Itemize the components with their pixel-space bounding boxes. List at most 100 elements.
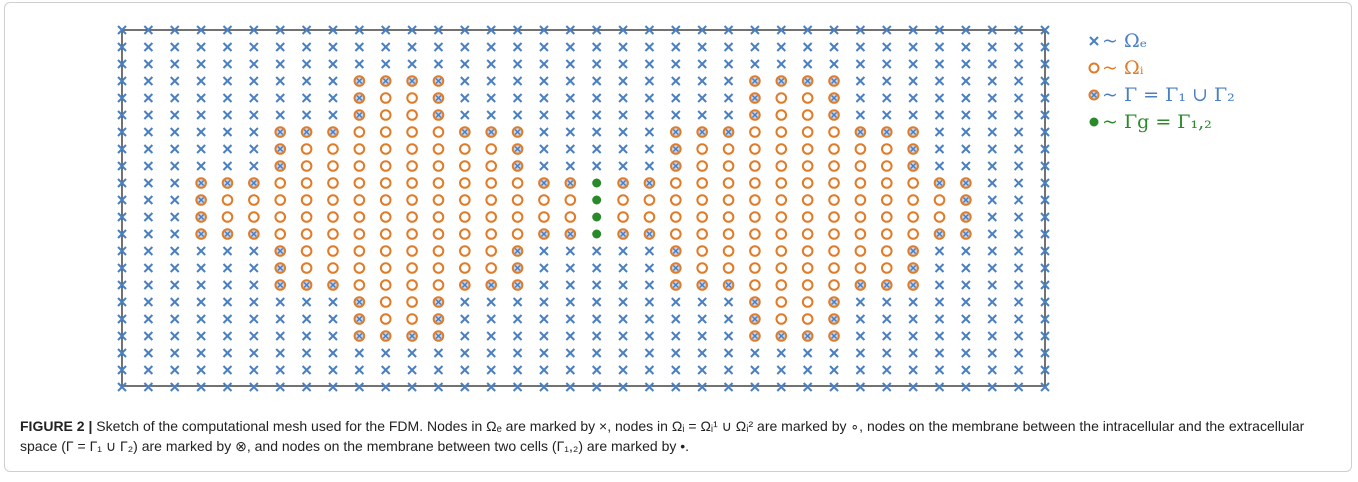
cross-stroke xyxy=(249,161,259,171)
cross-stroke xyxy=(539,93,549,103)
extracellular-node xyxy=(407,382,417,392)
cross-stroke xyxy=(249,246,259,256)
cross-stroke xyxy=(646,179,653,187)
extracellular-node xyxy=(697,59,707,69)
cross-stroke xyxy=(908,365,918,375)
membrane-node xyxy=(749,75,761,87)
extracellular-node xyxy=(987,93,997,103)
extracellular-node xyxy=(249,348,259,358)
cross-stroke xyxy=(776,365,786,375)
intracellular-node xyxy=(406,126,418,138)
extracellular-node xyxy=(1013,331,1024,341)
cross-stroke xyxy=(961,365,971,375)
extracellular-node xyxy=(776,365,786,375)
intracellular-node xyxy=(406,160,418,172)
cross-stroke xyxy=(987,348,997,358)
cross-stroke xyxy=(170,348,180,358)
cross-stroke xyxy=(934,76,945,86)
cross-stroke xyxy=(723,331,734,341)
extracellular-node xyxy=(407,25,417,35)
extracellular-node xyxy=(539,365,549,375)
cross-stroke xyxy=(855,297,866,307)
extracellular-node xyxy=(117,93,127,103)
intracellular-node xyxy=(907,211,919,223)
extracellular-node xyxy=(934,76,945,86)
extracellular-node xyxy=(723,348,734,358)
cross-stroke xyxy=(829,365,839,375)
intracellular-node xyxy=(432,279,445,291)
intracellular-node xyxy=(775,211,788,223)
cross-stroke xyxy=(987,365,997,375)
extracellular-node xyxy=(565,280,576,290)
extracellular-node xyxy=(961,263,971,273)
extracellular-node xyxy=(565,93,576,103)
cross-stroke xyxy=(512,59,523,69)
cross-stroke xyxy=(910,162,917,170)
intracellular-node xyxy=(379,177,392,189)
cross-stroke xyxy=(750,25,760,35)
cross-stroke xyxy=(644,42,655,52)
membrane-node xyxy=(248,177,260,189)
cross-stroke xyxy=(620,179,627,187)
cross-stroke xyxy=(143,382,154,392)
extracellular-node xyxy=(196,280,206,290)
cross-stroke xyxy=(565,280,576,290)
cross-stroke xyxy=(987,229,997,239)
extracellular-node xyxy=(644,110,655,120)
cross-stroke xyxy=(301,59,312,69)
membrane-node xyxy=(379,330,392,342)
extracellular-node xyxy=(671,76,681,86)
extracellular-node xyxy=(460,382,470,392)
cross-stroke xyxy=(751,77,758,85)
cross-stroke xyxy=(1040,178,1050,188)
extracellular-node xyxy=(143,144,154,154)
extracellular-node xyxy=(565,110,576,120)
extracellular-node xyxy=(591,246,602,256)
cross-stroke xyxy=(618,348,628,358)
extracellular-node xyxy=(249,144,259,154)
extracellular-node xyxy=(143,59,154,69)
cross-stroke xyxy=(540,179,547,187)
cross-stroke xyxy=(117,348,127,358)
cross-stroke xyxy=(565,42,576,52)
cross-stroke xyxy=(249,76,259,86)
intracellular-node xyxy=(775,177,788,189)
extracellular-node xyxy=(512,382,523,392)
extracellular-node xyxy=(170,59,180,69)
extracellular-node xyxy=(512,365,523,375)
extracellular-node xyxy=(275,297,285,307)
extracellular-node xyxy=(1013,144,1024,154)
cross-stroke xyxy=(356,315,363,323)
cross-stroke xyxy=(697,59,707,69)
extracellular-node xyxy=(591,331,602,341)
intracellular-node xyxy=(485,211,498,223)
cross-stroke xyxy=(671,297,681,307)
cross-stroke xyxy=(776,348,786,358)
intracellular-node xyxy=(854,211,867,223)
cross-stroke xyxy=(618,59,628,69)
cross-stroke xyxy=(275,382,285,392)
extracellular-node xyxy=(1040,212,1050,222)
extracellular-node xyxy=(987,246,997,256)
extracellular-node xyxy=(275,331,285,341)
extracellular-node xyxy=(644,382,655,392)
cross-stroke xyxy=(196,382,206,392)
extracellular-node xyxy=(882,314,892,324)
cross-stroke xyxy=(908,110,918,120)
cross-stroke xyxy=(143,348,154,358)
intracellular-node xyxy=(459,211,471,223)
extracellular-node xyxy=(1040,297,1050,307)
cross-stroke xyxy=(117,25,127,35)
cross-stroke xyxy=(961,246,971,256)
membrane-node xyxy=(749,313,761,325)
intracellular-node xyxy=(353,228,366,240)
extracellular-node xyxy=(512,110,523,120)
extracellular-node xyxy=(407,42,417,52)
cross-stroke xyxy=(1013,212,1024,222)
membrane-node xyxy=(274,279,287,291)
cross-stroke xyxy=(170,195,180,205)
cross-stroke xyxy=(1040,365,1050,375)
cross-stroke xyxy=(618,42,628,52)
intracellular-node xyxy=(617,211,629,223)
cross-stroke xyxy=(987,195,997,205)
